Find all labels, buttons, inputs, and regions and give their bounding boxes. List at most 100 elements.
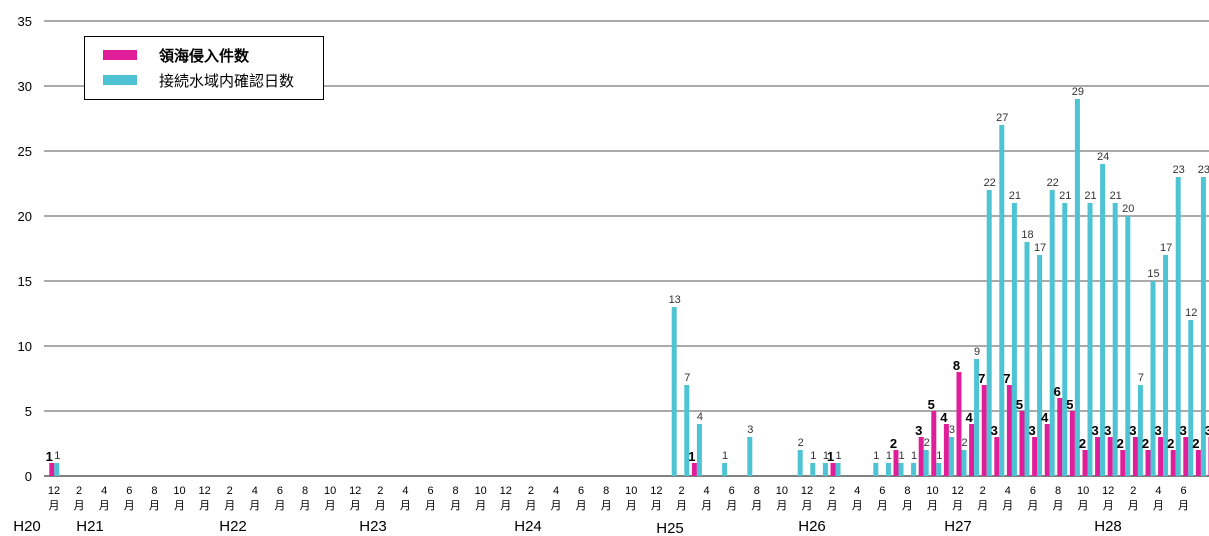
bar-intrusion [49,463,55,476]
month-tick-label: 6 [879,485,885,497]
data-label-contiguous: 23 [1198,164,1209,176]
month-tick-suffix: 月 [701,500,712,512]
month-tick-suffix: 月 [300,500,311,512]
month-tick-label: 2 [227,485,233,497]
data-label-contiguous: 1 [722,450,728,462]
month-tick-label: 6 [126,485,132,497]
bar-intrusion [1107,437,1113,476]
data-label-contiguous: 2 [798,437,804,449]
bar-contiguous [696,424,702,476]
bar-intrusion [981,385,987,476]
data-label-intrusion: 7 [978,371,985,386]
bar-contiguous [1200,177,1206,476]
month-tick-suffix: 月 [952,500,963,512]
month-tick-label: 4 [1155,485,1161,497]
y-tick-label: 15 [18,274,32,289]
year-label: H25 [656,520,684,536]
month-tick-label: 10 [625,485,637,497]
data-label-intrusion: 3 [1129,423,1136,438]
month-tick-suffix: 月 [852,500,863,512]
data-label-intrusion: 1 [46,449,53,464]
data-label-intrusion: 3 [1154,423,1161,438]
data-label-intrusion: 4 [940,410,948,425]
bar-intrusion [931,411,937,476]
bar-contiguous [961,450,967,476]
month-tick-suffix: 月 [676,500,687,512]
bar-intrusion [1032,437,1038,476]
bar-intrusion [1170,450,1176,476]
data-label-intrusion: 3 [1104,423,1111,438]
data-label-intrusion: 1 [688,449,695,464]
month-tick-suffix: 月 [350,500,361,512]
x-axis-month-ticks: 12 月 2 月 4 月 6 月 8 月 10 月 12 月 2 月 4 月 6 月 8 月 10 月 12 月 2 月 4 月 6 月 8 月 1… [48,485,1189,512]
bar-contiguous [684,385,690,476]
month-tick-suffix: 月 [1153,500,1164,512]
bar-contiguous [1112,203,1118,476]
month-tick-suffix: 月 [802,500,813,512]
month-tick-suffix: 月 [576,500,587,512]
bar-intrusion [1069,411,1075,476]
bar-intrusion [830,463,836,476]
bar-intrusion [918,437,924,476]
year-label: H22 [219,518,247,535]
month-tick-label: 12 [951,485,963,497]
bar-intrusion [943,424,949,476]
month-tick-suffix: 月 [199,500,210,512]
data-label-intrusion: 5 [928,397,935,412]
data-label-intrusion: 5 [1016,397,1023,412]
month-tick-label: 12 [198,485,210,497]
data-label-intrusion: 3 [1091,423,1098,438]
bar-contiguous [1125,216,1131,476]
month-tick-label: 4 [704,485,710,497]
bar-contiguous [1011,203,1017,476]
bar-contiguous [873,463,879,476]
month-tick-label: 10 [475,485,487,497]
data-label-intrusion: 2 [1142,436,1149,451]
data-label-contiguous: 1 [823,450,829,462]
bar-intrusion [893,450,899,476]
data-label-intrusion: 1 [827,449,834,464]
month-tick-suffix: 月 [450,500,461,512]
bar-contiguous [1037,255,1043,476]
bar-contiguous [936,463,942,476]
month-tick-suffix: 月 [49,500,60,512]
data-label-contiguous: 21 [1059,190,1071,202]
month-tick-label: 8 [453,485,459,497]
y-tick-label: 10 [18,339,32,354]
data-label-intrusion: 6 [1054,384,1061,399]
month-tick-suffix: 月 [726,500,737,512]
bar-contiguous [1087,203,1093,476]
data-label-contiguous: 21 [1110,190,1122,202]
month-tick-suffix: 月 [1027,500,1038,512]
data-label-contiguous: 1 [898,450,904,462]
data-label-contiguous: 1 [873,450,879,462]
legend-label-contiguous: 接続水域内確認日数 [159,71,295,90]
bar-intrusion [1082,450,1088,476]
month-tick-label: 4 [101,485,107,497]
data-label-contiguous: 27 [996,112,1008,124]
legend: 領海侵入件数 接続水域内確認日数 [84,36,324,100]
month-tick-suffix: 月 [174,500,185,512]
month-tick-label: 12 [801,485,813,497]
data-label-contiguous: 1 [936,450,942,462]
month-tick-suffix: 月 [1078,500,1089,512]
month-tick-label: 4 [1005,485,1011,497]
month-tick-label: 6 [427,485,433,497]
bar-intrusion [1132,437,1138,476]
month-tick-label: 6 [729,485,735,497]
month-tick-suffix: 月 [74,500,85,512]
data-label-contiguous: 7 [684,372,690,384]
data-label-contiguous: 18 [1021,229,1033,241]
month-tick-suffix: 月 [776,500,787,512]
data-label-contiguous: 21 [1009,190,1021,202]
data-label-intrusion: 3 [1205,423,1209,438]
month-tick-label: 10 [324,485,336,497]
y-tick-label: 20 [18,209,32,224]
bar-intrusion [691,463,697,476]
bar-contiguous [1188,320,1194,476]
data-label-contiguous: 4 [697,411,703,423]
legend-swatch-contiguous [103,75,137,85]
month-tick-label: 8 [302,485,308,497]
bar-intrusion [1120,450,1126,476]
bar-contiguous [1163,255,1169,476]
